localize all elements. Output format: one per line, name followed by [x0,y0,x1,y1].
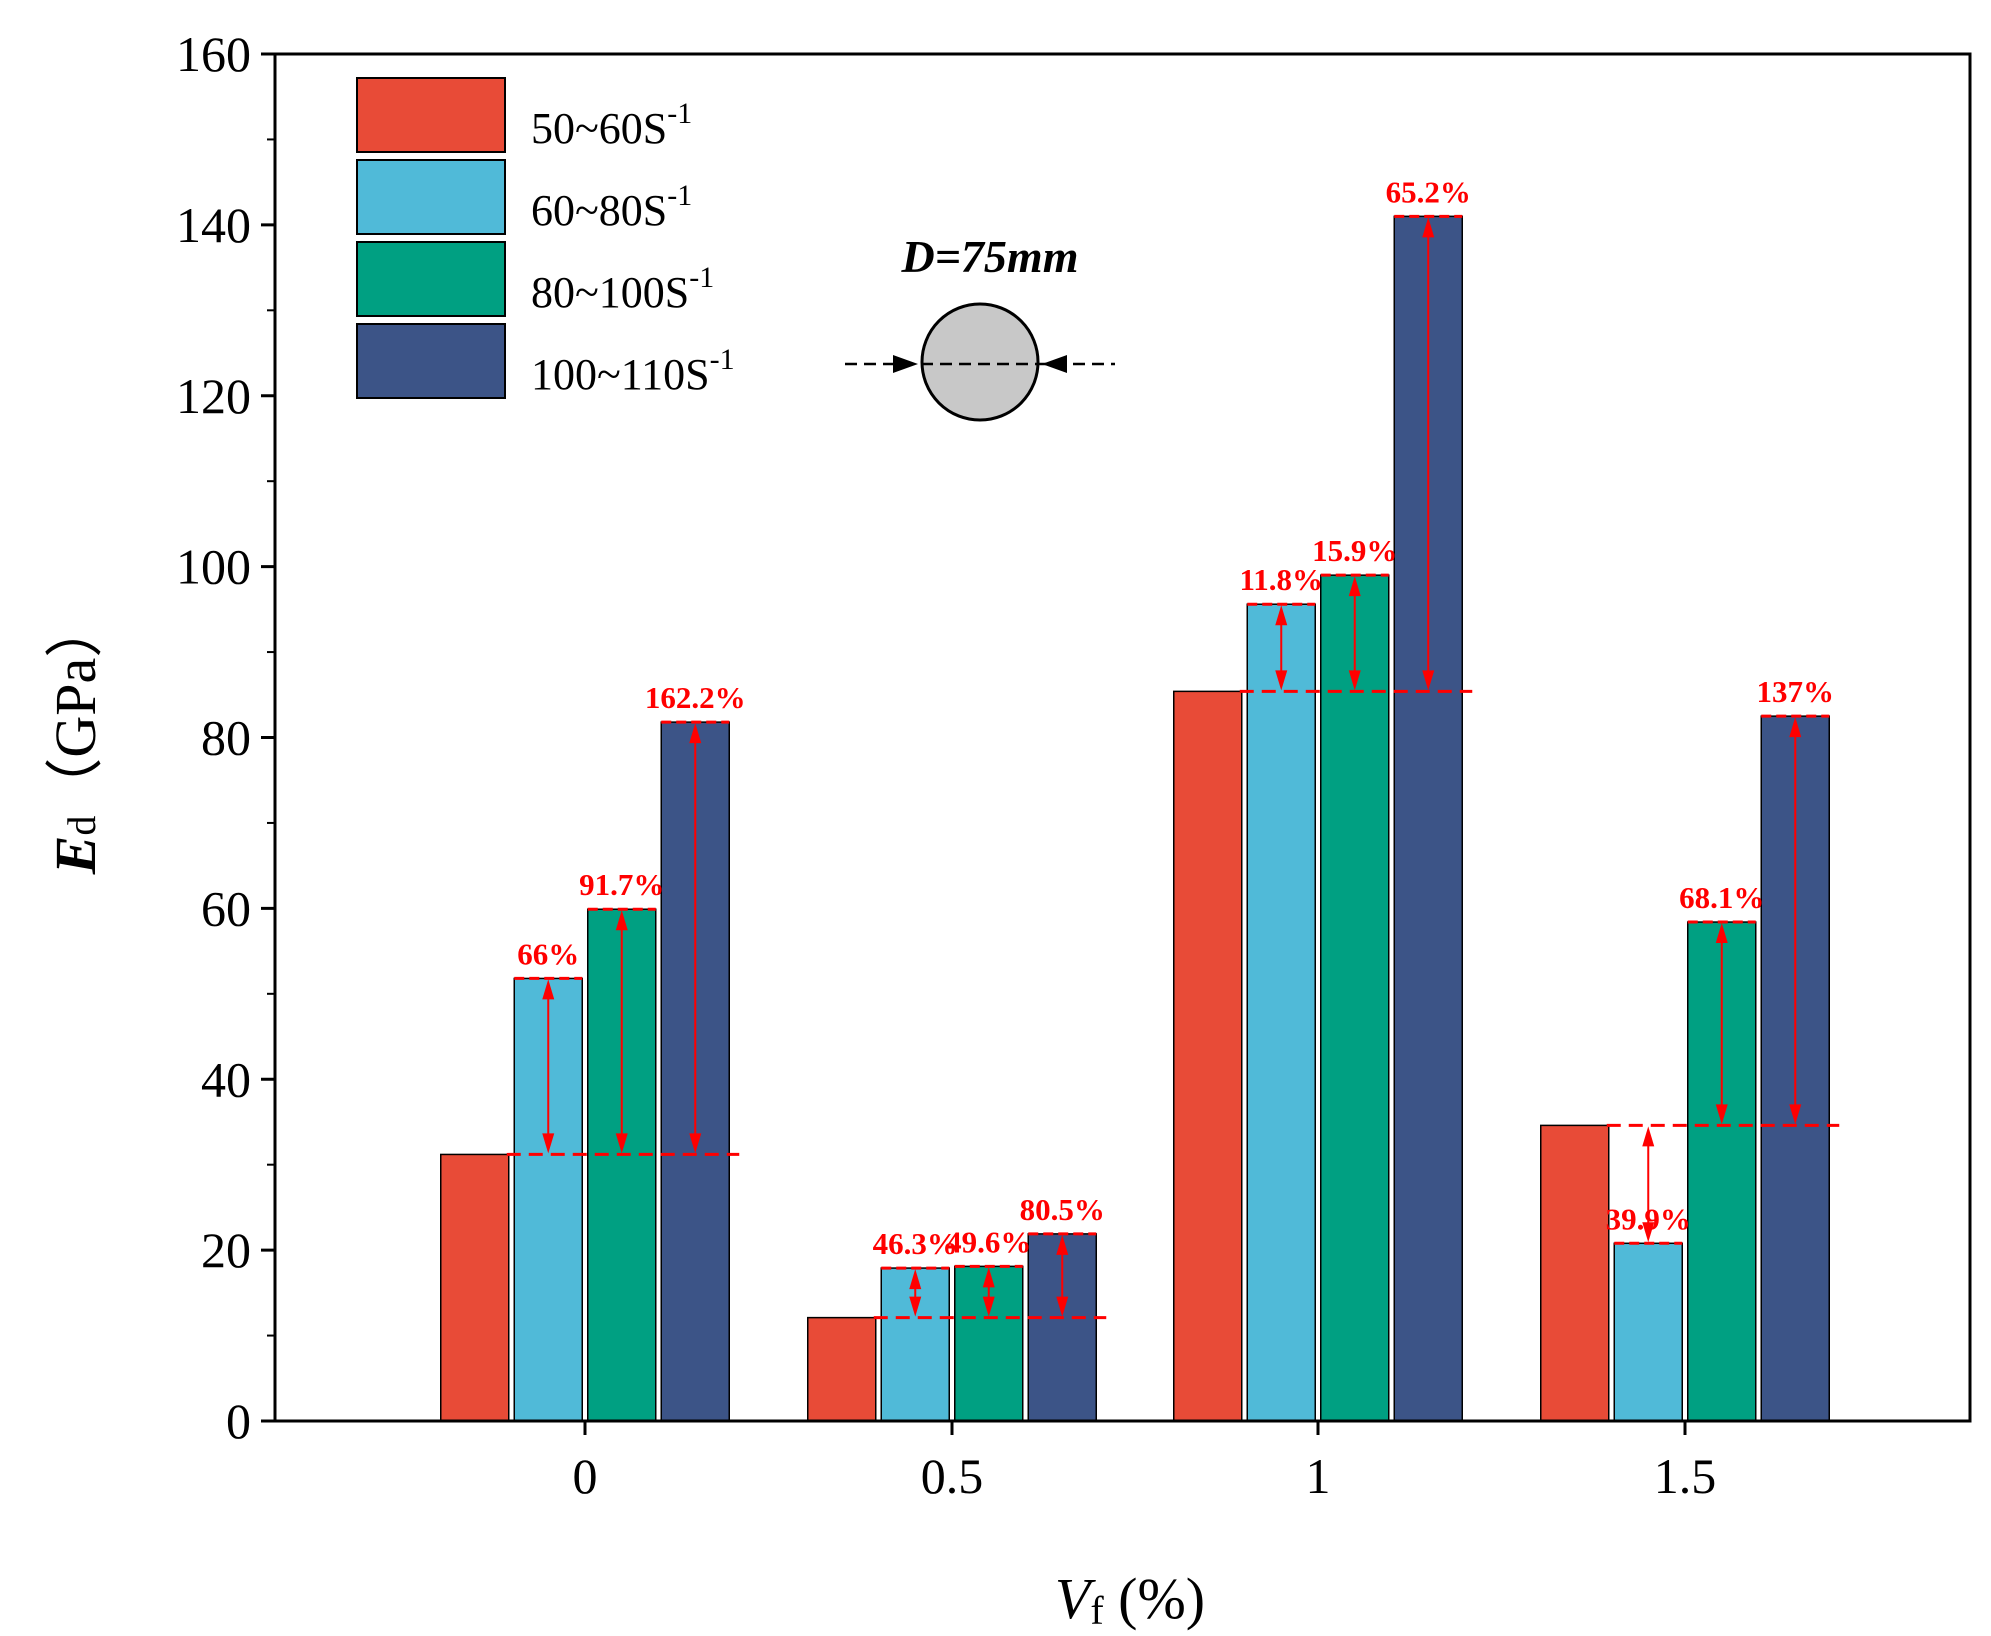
legend-swatch [356,241,506,317]
x-axis-title: Vf (%) [1055,1566,1205,1633]
arrow-up-icon [1275,605,1288,626]
y-axis-title-sub: d [59,816,104,836]
y-tick-label: 140 [176,197,251,253]
y-tick-label: 120 [176,368,251,424]
x-axis-title-main: V [1055,1566,1097,1631]
arrow-up-icon [909,1269,922,1290]
y-tick-label: 160 [176,26,251,82]
x-tick-label: 1 [1306,1448,1331,1504]
y-axis-title: Ed（GPa） [43,600,108,876]
arrow-down-icon [1642,1222,1655,1243]
legend: 50~60S-1 60~80S-1 80~100S-1 100~110S-1 [356,77,735,399]
arrow-down-icon [1715,1104,1728,1125]
specimen-inset: D=75mm [845,231,1115,422]
legend-entry-label: 60~80S-1 [531,179,692,235]
arrow-down-icon [1422,670,1435,691]
legend-entry-label: 100~110S-1 [531,343,735,399]
increase-percent-label: 162.2% [645,680,746,715]
increase-percent-label: 68.1% [1679,880,1764,915]
increase-percent-label: 91.7% [579,867,664,902]
arrow-down-icon [982,1296,995,1317]
y-tick-label: 0 [226,1393,251,1449]
right-load-arrow-icon [1042,355,1067,373]
arrow-up-icon [1056,1234,1069,1255]
bar-50-60S-vf-1 [1173,690,1243,1422]
bar-50-60S-vf-0_5 [807,1316,877,1422]
arrow-down-icon [1056,1296,1069,1317]
arrow-up-icon [689,723,702,744]
arrow-down-icon [1348,670,1361,691]
x-axis-title-sub: f [1090,1588,1104,1633]
arrow-up-icon [1789,717,1802,738]
legend-entry-label: 50~60S-1 [531,97,692,153]
specimen-cross-section [920,302,1040,422]
legend-swatch [356,323,506,399]
bar-50-60S-vf-0 [440,1153,510,1422]
x-axis-title-unit: (%) [1104,1566,1205,1631]
arrow-up-icon [1348,576,1361,597]
y-axis-title-unit: （GPa） [43,600,108,816]
increase-percent-label: 80.5% [1020,1192,1105,1227]
arrow-down-icon [1275,670,1288,691]
specimen-diameter-label: D=75mm [901,231,1079,282]
left-load-arrow-icon [893,355,918,373]
legend-swatch [356,77,506,153]
increase-percent-label: 11.8% [1239,562,1323,597]
y-tick-label: 20 [201,1222,251,1278]
bar-50-60S-vf-1_5 [1540,1124,1610,1422]
axes-layer: 0 20 40 60 80 100 120 140 160 0 0.5 1 1.5 [176,26,1716,1504]
arrow-up-icon [1422,217,1435,238]
legend-swatch [356,159,506,235]
annotations-layer: 66%91.7% 162.2% 46.3%49.6%80.5% 11.8%15.9% 6… [506,174,1840,1320]
x-tick-label: 0 [573,1448,598,1504]
y-tick-label: 80 [201,710,251,766]
arrow-down-icon [542,1133,555,1154]
arrow-up-icon [615,910,628,931]
legend-entry-label: 80~100S-1 [531,261,714,317]
arrow-up-icon [1642,1126,1655,1147]
increase-percent-label: 49.6% [946,1224,1031,1259]
bar-60-80S-vf-1_5 [1613,1242,1683,1422]
y-tick-label: 100 [176,539,251,595]
x-tick-label: 0.5 [921,1448,984,1504]
increase-percent-label: 46.3% [873,1226,958,1261]
x-tick-label: 1.5 [1654,1448,1717,1504]
arrow-down-icon [909,1296,922,1317]
increase-percent-label: 66% [517,936,579,971]
arrow-up-icon [982,1267,995,1288]
y-tick-label: 60 [201,880,251,936]
arrow-down-icon [1789,1104,1802,1125]
arrow-up-icon [542,979,555,1000]
y-tick-label: 40 [201,1051,251,1107]
bar-80-100S-vf-1 [1320,574,1390,1422]
arrow-down-icon [615,1133,628,1154]
increase-percent-label: 15.9% [1312,533,1397,568]
y-axis-title-main: E [43,836,108,876]
bar-60-80S-vf-1 [1246,603,1316,1422]
increase-percent-label: 65.2% [1386,174,1471,209]
increase-percent-label: 39.9% [1606,1201,1691,1236]
increase-percent-label: 137% [1757,674,1835,709]
arrow-down-icon [689,1133,702,1154]
arrow-up-icon [1715,923,1728,944]
